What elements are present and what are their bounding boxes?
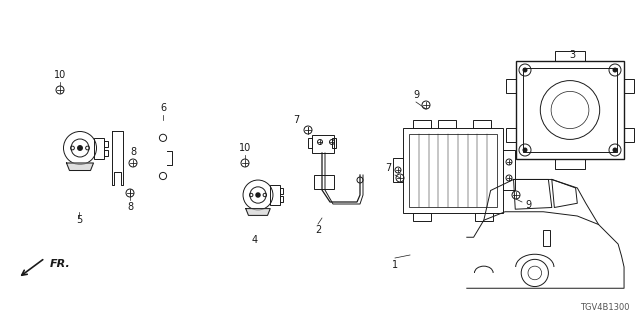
Bar [409,133,497,206]
Bar [473,119,491,127]
Text: 9: 9 [525,200,531,210]
Bar [93,138,104,158]
Bar [393,158,403,182]
Bar [624,78,634,92]
Bar [506,78,516,92]
Text: TGV4B1300: TGV4B1300 [580,303,630,312]
Bar [312,135,334,153]
Bar [280,196,283,202]
Bar [503,150,515,190]
Bar [403,127,503,212]
Bar [523,68,617,152]
Bar [624,127,634,141]
Text: 1: 1 [392,260,398,270]
Circle shape [77,146,83,150]
Text: 7: 7 [385,163,391,173]
Bar [308,138,312,148]
Text: 6: 6 [160,103,166,113]
Bar [516,61,624,159]
Bar [280,188,283,194]
Bar [543,230,550,246]
Circle shape [256,193,260,197]
Bar [475,212,493,220]
Bar [555,51,585,61]
Polygon shape [67,163,93,171]
Bar [332,138,336,148]
Text: 4: 4 [252,235,258,245]
Polygon shape [246,209,270,215]
Bar [413,119,431,127]
Bar [555,159,585,169]
Text: 7: 7 [293,115,299,125]
Circle shape [522,68,527,73]
Text: 8: 8 [130,147,136,157]
Circle shape [612,148,618,153]
Circle shape [522,148,527,153]
Text: 5: 5 [76,215,82,225]
Text: 9: 9 [413,90,419,100]
Bar [413,212,431,220]
Bar [314,175,334,189]
Bar [104,149,108,156]
Text: 10: 10 [54,70,66,80]
Text: 2: 2 [315,225,321,235]
Bar [104,140,108,147]
Text: FR.: FR. [50,259,71,269]
Text: 3: 3 [569,50,575,60]
Text: 10: 10 [239,143,251,153]
Bar [270,186,280,204]
Text: 8: 8 [127,202,133,212]
Bar [506,127,516,141]
Circle shape [612,68,618,73]
Bar [438,119,456,127]
